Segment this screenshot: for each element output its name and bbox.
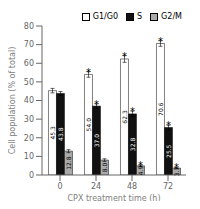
svg-text:CPX treatment time (h): CPX treatment time (h) <box>67 194 160 201</box>
svg-text:*: * <box>130 106 135 117</box>
svg-text:8.0: 8.0 <box>101 163 108 173</box>
svg-text:*: * <box>174 162 179 173</box>
svg-text:70.6: 70.6 <box>157 102 164 116</box>
svg-text:*: * <box>158 36 163 47</box>
svg-text:24: 24 <box>91 182 101 191</box>
svg-text:25.5: 25.5 <box>165 144 172 158</box>
svg-text:20: 20 <box>24 134 34 143</box>
svg-text:Cell population (% of total): Cell population (% of total) <box>8 47 17 155</box>
svg-text:80: 80 <box>24 22 34 31</box>
svg-text:*: * <box>86 67 91 78</box>
svg-text:45.3: 45.3 <box>49 126 56 140</box>
svg-text:*: * <box>138 160 143 171</box>
html-text:S: S <box>137 12 143 21</box>
svg-text:40: 40 <box>24 96 34 105</box>
svg-text:60: 60 <box>24 59 34 68</box>
svg-text:*: * <box>122 51 127 62</box>
svg-text:*: * <box>166 120 171 131</box>
svg-text:*: * <box>94 99 99 110</box>
svg-text:30: 30 <box>24 115 34 124</box>
svg-text:10: 10 <box>24 152 34 161</box>
svg-text:37.0: 37.0 <box>93 134 100 148</box>
svg-text:0: 0 <box>57 182 62 191</box>
svg-text:32.8: 32.8 <box>129 138 136 152</box>
svg-text:62.3: 62.3 <box>121 110 128 124</box>
svg-text:48: 48 <box>127 182 137 191</box>
svg-text:0: 0 <box>29 171 34 180</box>
svg-text:50: 50 <box>24 78 34 87</box>
svg-text:12.8: 12.8 <box>65 156 72 170</box>
svg-text:54.0: 54.0 <box>85 118 92 132</box>
svg-text:70: 70 <box>24 40 34 49</box>
html-text:G1/G0: G1/G0 <box>92 12 118 21</box>
svg-text:72: 72 <box>163 182 173 191</box>
html-text:G2/M: G2/M <box>161 12 182 21</box>
svg-text:43.8: 43.8 <box>57 127 64 141</box>
